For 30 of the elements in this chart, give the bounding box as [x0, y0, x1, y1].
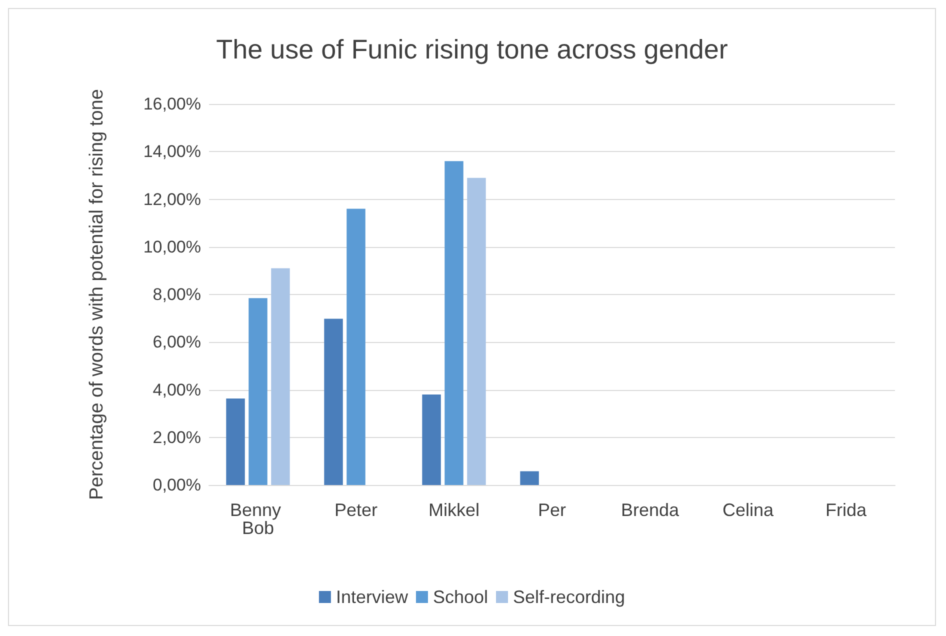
bar — [422, 394, 441, 485]
x-tick-label: Benny Bob — [230, 500, 286, 538]
y-tick-label: 8,00% — [152, 285, 201, 304]
y-axis-title: Percentage of words with potential for rising tone — [86, 89, 108, 500]
x-tick-label: Peter — [334, 500, 378, 520]
legend-label: Self-recording — [513, 587, 626, 607]
x-tick-label: Celina — [722, 500, 775, 520]
bar — [226, 398, 245, 485]
x-tick-label: Per — [538, 500, 566, 520]
y-tick-label: 0,00% — [152, 476, 201, 494]
y-tick-label: 14,00% — [143, 142, 201, 162]
legend-label: School — [432, 587, 488, 607]
x-tick-label: Mikkel — [428, 500, 480, 520]
y-tick-label: 16,00% — [143, 94, 201, 114]
bar — [324, 318, 343, 485]
y-tick-label: 10,00% — [143, 237, 201, 256]
x-tick-label: Frida — [825, 500, 868, 520]
x-tick-label: Brenda — [620, 500, 680, 520]
legend-label: Interview — [336, 587, 409, 607]
bar — [467, 178, 486, 485]
bar — [444, 161, 464, 485]
bar — [248, 298, 268, 485]
bar — [271, 268, 290, 485]
chart-title: The use of Funic rising tone across gender — [216, 34, 728, 64]
y-tick-label: 2,00% — [152, 428, 201, 447]
y-tick-label: 12,00% — [143, 190, 201, 209]
y-tick-label: 4,00% — [152, 380, 201, 400]
bar — [520, 471, 539, 485]
y-tick-label: 6,00% — [152, 332, 201, 352]
bar — [346, 208, 366, 485]
